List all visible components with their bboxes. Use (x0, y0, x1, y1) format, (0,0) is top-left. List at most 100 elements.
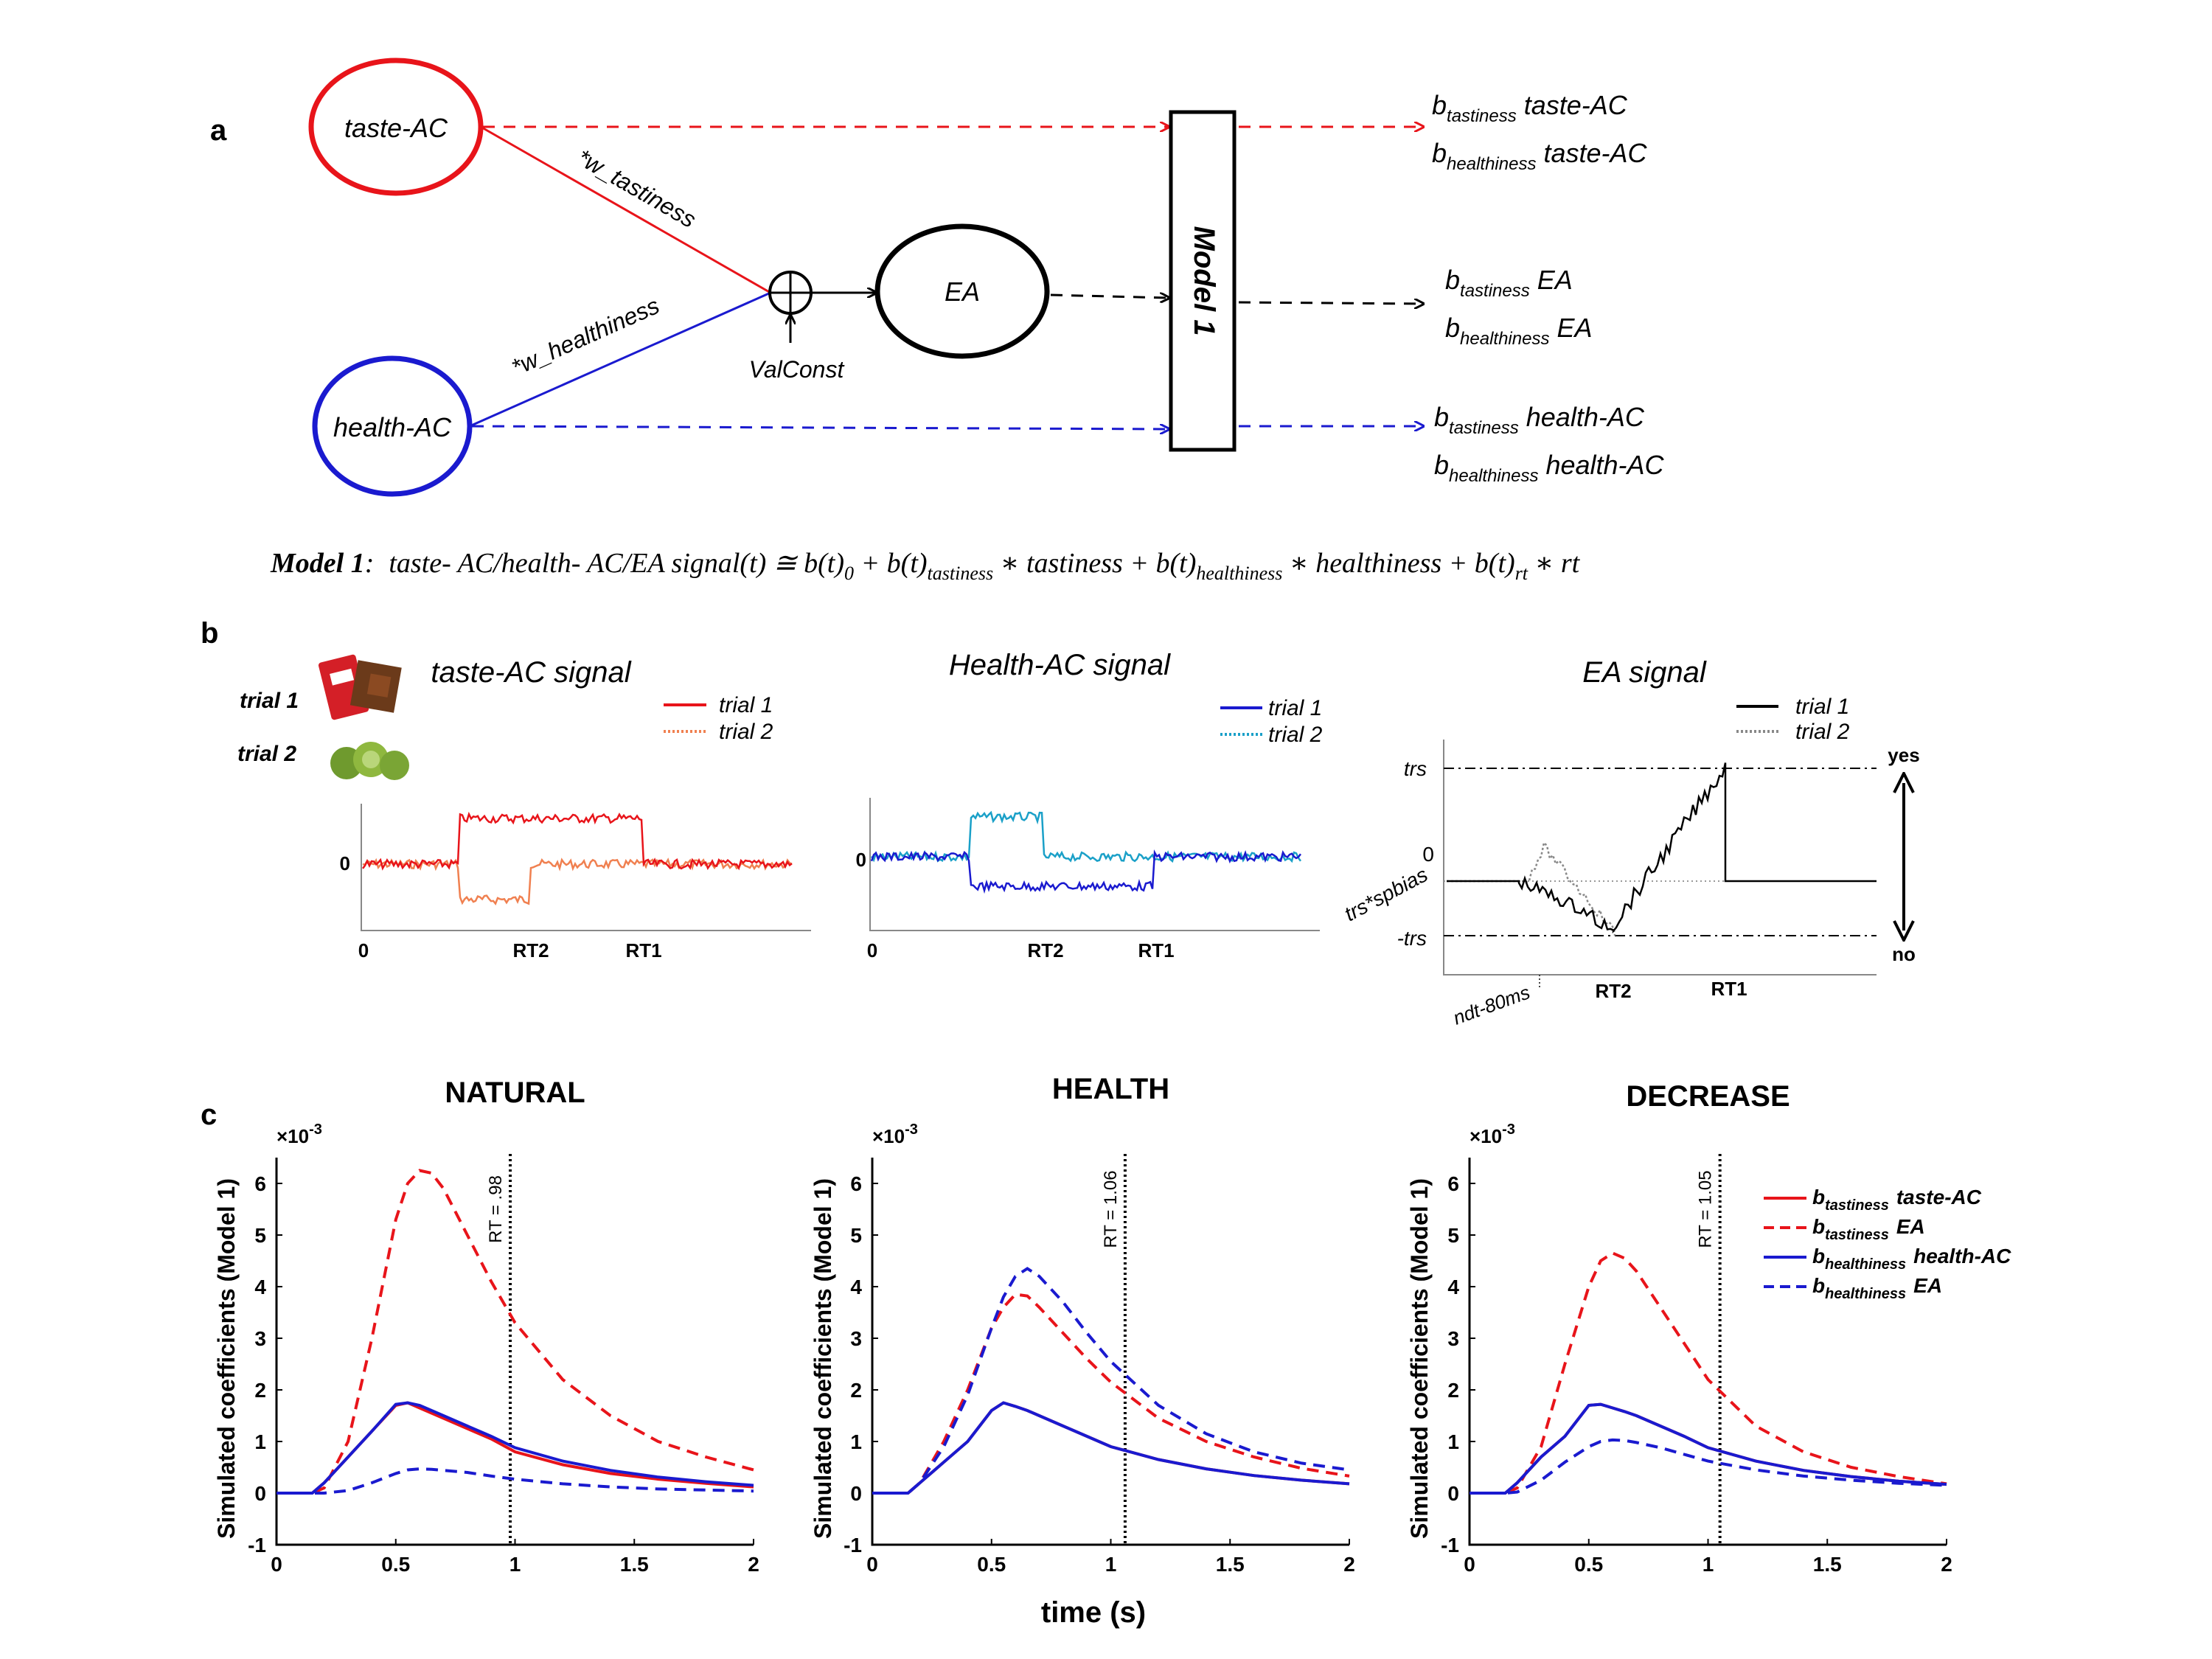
series-line (276, 1467, 754, 1495)
brussels-sprouts-image (330, 742, 409, 780)
x-tick-label: 0 (866, 1553, 878, 1576)
svg-text:trs: trs (1404, 757, 1427, 780)
y-tick-label: 0 (1447, 1482, 1459, 1505)
x-tick-label: 1 (509, 1553, 521, 1576)
series-line (872, 1267, 1350, 1495)
no-label: no (1892, 943, 1916, 965)
y-tick-label: 5 (850, 1224, 862, 1247)
svg-text:0: 0 (340, 852, 350, 874)
y-tick-label: 0 (850, 1482, 862, 1505)
health-legend-trial1: trial 1 (1268, 696, 1322, 720)
ea-node-label: EA (945, 276, 980, 307)
chocolate-bar-image (318, 654, 402, 720)
chart-title: HEALTH (1052, 1073, 1169, 1105)
series-line (1470, 1251, 1947, 1495)
chart-title: NATURAL (445, 1077, 585, 1109)
y-tick-label: -1 (1441, 1534, 1459, 1557)
x-tick-label: 2 (1941, 1553, 1952, 1576)
series-line (872, 1401, 1350, 1495)
y-tick-label: 1 (850, 1430, 862, 1453)
model-outputs: btastiness taste-AC bhealthiness taste-AC… (1432, 90, 1665, 486)
x-tick-label: 0 (1464, 1553, 1475, 1576)
x-tick-label: 1.5 (1813, 1553, 1842, 1576)
y-tick-label: 6 (1447, 1172, 1459, 1195)
panel-c-xlabel: time (s) (1041, 1596, 1146, 1629)
y-tick-label: 1 (1447, 1430, 1459, 1453)
y-exponent-label: ×10-3 (1470, 1121, 1515, 1147)
model-equation: Model 1: taste- AC/health- AC/EA signal(t… (270, 548, 1581, 584)
y-tick-label: 5 (1447, 1224, 1459, 1247)
yes-label: yes (1888, 744, 1919, 766)
health-trial1-trace (870, 849, 1301, 894)
legend-label: btastiness EA (1812, 1215, 1925, 1243)
taste-ac-node-label: taste-AC (344, 113, 448, 143)
legend-label: bhealthiness health-AC (1812, 1245, 2011, 1273)
taste-signal-axes (361, 804, 811, 931)
y-tick-label: -1 (844, 1534, 862, 1557)
panel-a: a taste-AC health-AC EA *w_tastiness *w_… (210, 58, 1665, 584)
panel-b: b trial 1 trial 2 taste-AC signal trial … (201, 617, 1920, 1029)
taste-trial2-trace (362, 858, 793, 905)
model-output-label: bhealthiness taste-AC (1432, 138, 1648, 174)
rt-label: RT = 1.05 (1696, 1170, 1716, 1248)
svg-text:0: 0 (358, 939, 369, 961)
model-1-box (1169, 110, 1237, 452)
y-tick-label: 2 (1447, 1379, 1459, 1402)
panel-c-label: c (201, 1099, 217, 1131)
model-1-box-label: Model 1 (1188, 226, 1220, 336)
svg-text:RT2: RT2 (512, 939, 549, 961)
chart-axes (275, 1158, 754, 1546)
trial-1-label: trial 1 (240, 689, 299, 713)
ea-legend-trial2: trial 2 (1795, 720, 1850, 744)
y-tick-label: 6 (254, 1172, 266, 1195)
x-tick-label: 0 (271, 1553, 282, 1576)
w-healthiness-label: *w_healthiness (507, 292, 663, 380)
series-line (1470, 1402, 1947, 1495)
svg-text:0: 0 (1422, 843, 1434, 866)
x-tick-label: 0.5 (1574, 1553, 1603, 1576)
svg-text:ndt-80ms: ndt-80ms (1450, 981, 1533, 1029)
trial-2-label: trial 2 (237, 742, 296, 766)
health-legend-trial2: trial 2 (1268, 723, 1323, 747)
y-tick-label: 0 (254, 1482, 266, 1505)
x-tick-label: 1.5 (620, 1553, 649, 1576)
taste-weight-line (480, 125, 771, 294)
rt-label: RT = .98 (486, 1175, 506, 1243)
series-line (872, 1293, 1350, 1495)
y-tick-label: 3 (1447, 1327, 1459, 1350)
model-output-label: btastiness health-AC (1434, 402, 1645, 438)
y-tick-label: 1 (254, 1430, 266, 1453)
x-tick-label: 2 (1343, 1553, 1355, 1576)
svg-text:trs*spbias: trs*spbias (1340, 863, 1431, 925)
model-output-label: bhealthiness EA (1445, 313, 1592, 349)
model-ea-out-arrow (1238, 302, 1423, 304)
svg-text:0: 0 (867, 939, 877, 961)
x-tick-label: 1.5 (1216, 1553, 1245, 1576)
y-tick-label: 2 (254, 1379, 266, 1402)
health-signal-title: Health-AC signal (949, 649, 1171, 681)
legend-label: btastiness taste-AC (1812, 1186, 1982, 1214)
y-axis-label: Simulated coefficients (Model 1) (213, 1178, 240, 1539)
taste-legend-trial2: trial 2 (719, 720, 773, 744)
y-tick-label: 2 (850, 1379, 862, 1402)
health-signal-axes (869, 798, 1320, 931)
x-tick-label: 2 (748, 1553, 759, 1576)
svg-text:RT2: RT2 (1595, 980, 1631, 1002)
series-line (276, 1401, 754, 1495)
y-tick-label: 3 (254, 1327, 266, 1350)
legend-label: bhealthiness EA (1812, 1274, 1942, 1302)
model-output-label: btastiness taste-AC (1432, 90, 1628, 126)
health-ac-node-label: health-AC (333, 412, 452, 442)
equation-name: Model 1 (270, 548, 365, 579)
w-tastiness-label: *w_tastiness (573, 144, 701, 233)
y-tick-label: -1 (248, 1534, 266, 1557)
y-axis-label: Simulated coefficients (Model 1) (810, 1178, 836, 1539)
y-axis-label: Simulated coefficients (Model 1) (1406, 1178, 1433, 1539)
ea-to-model-arrow (1050, 295, 1169, 298)
y-exponent-label: ×10-3 (276, 1121, 322, 1147)
